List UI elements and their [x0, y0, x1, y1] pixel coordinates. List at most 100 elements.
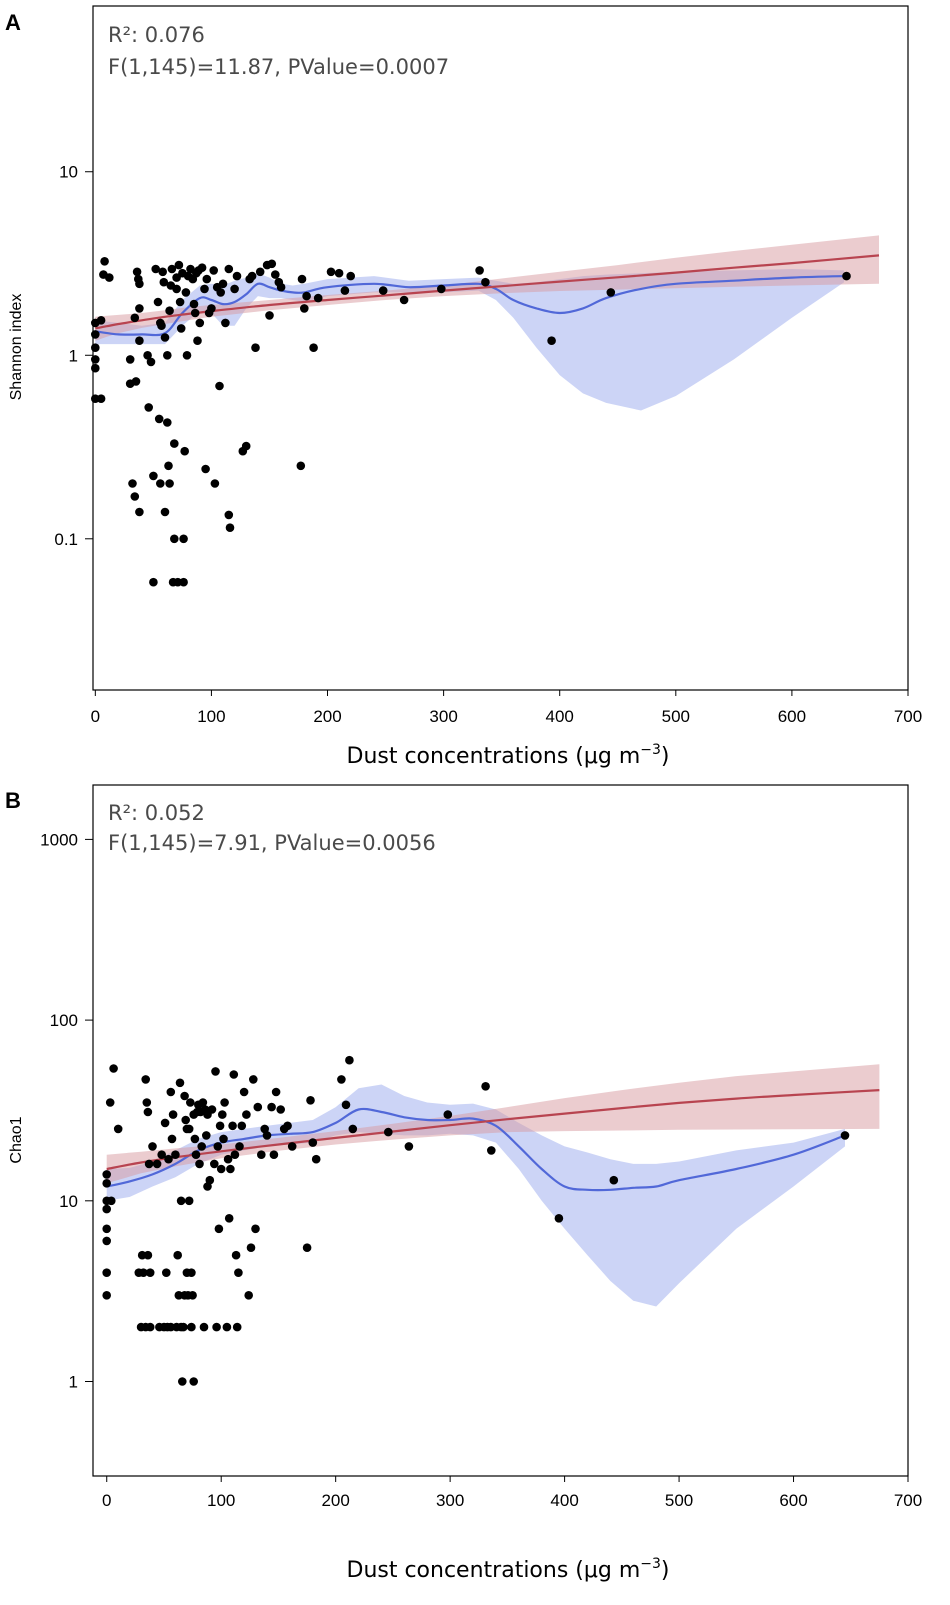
- panel-b-data-point: [239, 1087, 249, 1097]
- panel-b-data-point: [197, 1142, 206, 1151]
- panel-a-data-point: [200, 284, 209, 294]
- panel-a-data-point: [547, 336, 556, 346]
- panel-a-r-squared: R²: 0.076: [108, 23, 205, 47]
- panel-b-data-point: [214, 1224, 224, 1234]
- panel-a-data-point: [175, 297, 185, 307]
- panel-a-data-point: [170, 534, 179, 544]
- panel-b-f-stat: F(1,145)=7.91, PValue=0.0056: [108, 831, 436, 855]
- panel-a-data-point: [255, 267, 265, 277]
- panel-b-data-point: [487, 1146, 496, 1155]
- panel-a-data-point: [105, 273, 114, 282]
- panel-b-data-point: [271, 1087, 281, 1097]
- panel-a-data-point: [475, 266, 484, 275]
- panel-b-data-point: [229, 1070, 239, 1079]
- panel-b-data-point: [107, 1196, 116, 1206]
- panel-a-data-point: [163, 351, 172, 360]
- panel-b-data-point: [173, 1250, 182, 1260]
- panel-a-data-point: [297, 274, 307, 284]
- panel-b-x-axis-title-sup: −3: [640, 1556, 661, 1572]
- panel-b-data-point: [249, 1075, 258, 1084]
- panel-a-data-point: [164, 461, 173, 471]
- panel-b-data-point: [345, 1055, 354, 1065]
- panel-a-data-point: [149, 577, 158, 587]
- panel-a-data-point: [313, 293, 323, 303]
- panel-a-data-point: [160, 507, 170, 517]
- panel-b: B 0 100 200 300 400 500 600 700 1 10 100 1000 R²: …: [5, 784, 922, 1583]
- panel-a-data-point: [181, 288, 191, 297]
- panel-b-data-point: [184, 1124, 194, 1134]
- panel-a-data-point: [276, 282, 286, 292]
- panel-a-data-point: [182, 351, 192, 360]
- panel-a-data-point: [128, 479, 137, 488]
- panel-a-x-tick-label: 700: [894, 707, 922, 726]
- panel-a-data-point: [232, 271, 242, 281]
- panel-b-data-point: [187, 1322, 196, 1332]
- panel-b-data-point: [105, 1098, 115, 1107]
- panel-a-data-point: [144, 403, 153, 412]
- panel-a-data-point: [135, 336, 144, 346]
- panel-b-data-point: [157, 1150, 166, 1159]
- panel-a-data-point: [159, 277, 169, 287]
- panel-b-data-point: [186, 1098, 195, 1107]
- panel-b-data-point: [145, 1322, 155, 1332]
- panel-b-data-point: [224, 1214, 234, 1223]
- panel-a-data-point: [189, 299, 199, 309]
- panel-b-data-point: [202, 1131, 211, 1140]
- panel-a-data-point: [251, 343, 260, 353]
- panel-a-data-point: [156, 479, 165, 488]
- panel-a-data-point: [154, 414, 164, 424]
- panel-a-data-point: [91, 363, 100, 373]
- panel-a-x-tick-label: 200: [313, 707, 341, 726]
- panel-a-data-point: [247, 271, 257, 281]
- panel-b-data-point: [302, 1243, 312, 1252]
- panel-b-data-point: [184, 1196, 194, 1206]
- panel-a-data-point: [216, 288, 225, 297]
- panel-a-data-point: [165, 306, 174, 316]
- panel-a-data-point: [218, 279, 228, 289]
- panel-b-data-point: [167, 1134, 177, 1144]
- panel-b-linear-fit-line: [106, 1089, 880, 1171]
- panel-a-linear-fit-line: [95, 254, 880, 330]
- panel-a-data-point: [309, 343, 318, 353]
- panel-b-data-point: [145, 1268, 155, 1277]
- panel-b-data-point: [267, 1102, 276, 1112]
- panel-a-data-point: [224, 264, 234, 274]
- panel-a-letter: A: [5, 10, 21, 35]
- panel-a-data-point: [165, 479, 174, 488]
- panel-b-data-point: [404, 1142, 414, 1151]
- panel-b-data-point: [139, 1268, 148, 1277]
- panel-a-data-point: [195, 318, 205, 328]
- panel-b-data-point: [212, 1322, 221, 1332]
- panel-a-data-point: [481, 277, 490, 287]
- panel-b-data-point: [231, 1250, 241, 1260]
- panel-a-data-point: [296, 461, 306, 471]
- panel-b-data-point: [276, 1105, 286, 1114]
- panel-b-data-point: [164, 1154, 173, 1164]
- panel-b-data-point: [178, 1377, 187, 1386]
- panel-a-data-point: [100, 257, 109, 266]
- panel-b-data-point: [168, 1110, 178, 1119]
- panel-a-data-point: [606, 288, 616, 297]
- panel-a-smooth-confidence-band: [95, 269, 845, 411]
- panel-b-data-point: [216, 1164, 226, 1174]
- panel-a-data-point: [209, 266, 218, 275]
- panel-b-data-point: [244, 1291, 253, 1300]
- panel-b-data-point: [205, 1175, 215, 1185]
- panel-a-data-point: [334, 268, 344, 278]
- panel-b-data-point: [188, 1291, 197, 1300]
- panel-b-data-point: [242, 1110, 251, 1119]
- panel-b-data-point: [180, 1091, 189, 1101]
- panel-b-y-tick-label: 1000: [40, 830, 78, 849]
- panel-b-data-point: [187, 1268, 196, 1277]
- panel-b-data-point: [181, 1115, 190, 1125]
- panel-a-y-tick-label: 1: [69, 346, 78, 365]
- panel-b-x-tick-label: 400: [550, 1491, 578, 1510]
- panel-b-data-point: [109, 1064, 118, 1073]
- panel-b-data-point: [311, 1154, 321, 1164]
- panel-b-data-point: [102, 1204, 111, 1214]
- panel-b-data-point: [235, 1142, 244, 1151]
- panel-b-data-point: [195, 1159, 204, 1169]
- panel-b-data-point: [143, 1250, 153, 1260]
- panel-a-data-point: [130, 313, 140, 323]
- panel-b-data-point: [102, 1170, 111, 1179]
